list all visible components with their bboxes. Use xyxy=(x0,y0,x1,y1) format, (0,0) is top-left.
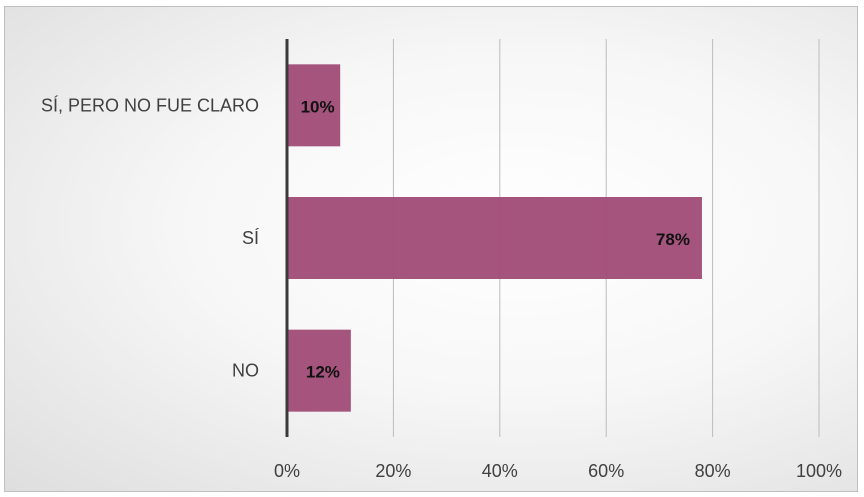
data-label: 10% xyxy=(301,97,335,116)
bar xyxy=(287,197,702,279)
labels: 0% 20% 40% 60% 80% 100% SÍ, PERO NO FUE CLARO 1… xyxy=(41,95,842,481)
x-tick-label: 0% xyxy=(274,461,300,481)
x-tick-label: 100% xyxy=(796,461,842,481)
bar xyxy=(287,64,341,147)
bar xyxy=(287,329,351,412)
chart-area: 0% 20% 40% 60% 80% 100% SÍ, PERO NO FUE CLARO 1… xyxy=(4,6,858,492)
category-label: SÍ xyxy=(242,228,259,248)
x-tick-label: 20% xyxy=(375,461,411,481)
bar-chart: 0% 20% 40% 60% 80% 100% SÍ, PERO NO FUE CLARO 1… xyxy=(41,39,842,481)
data-label: 78% xyxy=(656,230,690,249)
category-label: NO xyxy=(232,361,259,381)
x-tick-label: 60% xyxy=(588,461,624,481)
data-label: 12% xyxy=(306,363,340,382)
category-label: SÍ, PERO NO FUE CLARO xyxy=(41,95,259,115)
x-tick-label: 40% xyxy=(482,461,518,481)
x-tick-label: 80% xyxy=(695,461,731,481)
bars xyxy=(287,64,702,412)
